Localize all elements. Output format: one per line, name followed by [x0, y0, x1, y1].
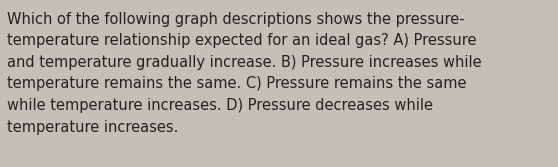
Text: Which of the following graph descriptions shows the pressure-
temperature relati: Which of the following graph description… [7, 12, 482, 135]
